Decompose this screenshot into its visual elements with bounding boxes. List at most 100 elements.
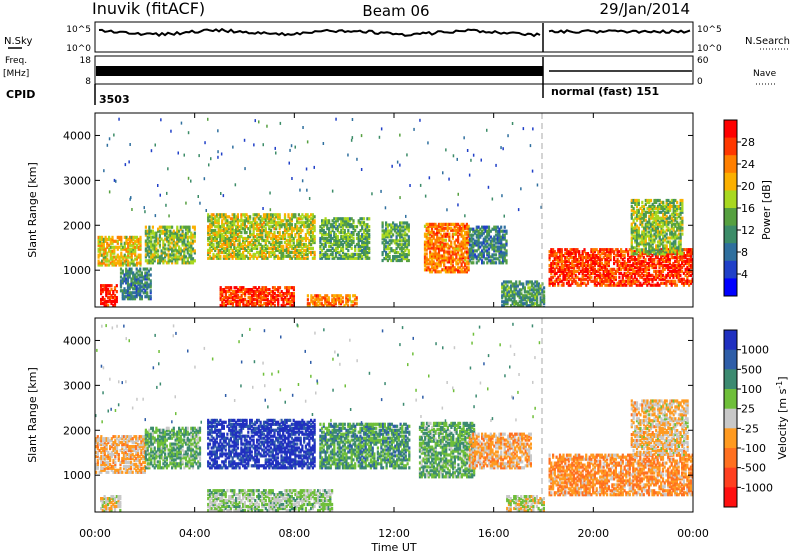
data-cell xyxy=(319,244,322,248)
data-cell xyxy=(400,235,403,239)
data-cell xyxy=(633,256,637,260)
data-cell xyxy=(107,284,110,288)
data-cell xyxy=(104,259,107,263)
data-cell xyxy=(557,263,560,268)
data-cell xyxy=(647,267,651,271)
data-cell xyxy=(553,283,556,287)
data-cell xyxy=(271,219,274,223)
data-cell xyxy=(482,245,485,249)
data-cell xyxy=(139,245,142,249)
data-cell xyxy=(446,222,449,226)
data-cell xyxy=(104,255,107,259)
data-cell xyxy=(324,240,327,245)
data-cell xyxy=(477,231,480,235)
data-cell xyxy=(169,255,172,259)
data-cell xyxy=(132,235,135,239)
data-cell xyxy=(219,227,222,231)
data-cell xyxy=(350,235,353,239)
data-cell xyxy=(261,236,264,241)
data-cell xyxy=(221,242,224,247)
data-cell xyxy=(97,263,100,267)
data-cell xyxy=(277,303,280,307)
data-cell xyxy=(661,269,665,273)
data-cell xyxy=(247,256,250,260)
data-cell xyxy=(481,243,484,247)
data-cell xyxy=(132,259,135,263)
data-cell xyxy=(648,234,651,238)
data-cell xyxy=(345,244,348,248)
data-cell xyxy=(319,298,322,302)
data-cell xyxy=(509,298,513,302)
data-cell xyxy=(688,271,691,275)
data-cell xyxy=(238,301,241,306)
data-cell xyxy=(362,236,366,241)
data-cell xyxy=(470,243,473,247)
data-cell xyxy=(640,261,644,266)
data-cell xyxy=(160,249,163,253)
data-cell xyxy=(150,229,153,233)
data-cell xyxy=(276,217,280,221)
data-cell xyxy=(148,255,151,259)
data-cell xyxy=(399,247,402,251)
data-cell xyxy=(301,256,304,260)
data-cell xyxy=(571,275,574,279)
data-cell xyxy=(437,222,441,226)
data-cell xyxy=(266,299,269,304)
data-cell xyxy=(123,241,126,245)
data-cell xyxy=(635,224,639,228)
data-cell xyxy=(621,283,624,287)
data-cell xyxy=(132,295,135,299)
data-cell xyxy=(660,254,663,258)
data-cell xyxy=(210,236,213,241)
data-cell xyxy=(677,279,680,283)
data-cell xyxy=(327,298,330,302)
data-cell xyxy=(135,261,139,265)
data-cell xyxy=(120,263,123,267)
data-cell xyxy=(352,294,355,298)
data-cell xyxy=(446,260,449,264)
data-cell xyxy=(352,304,355,307)
data-cell xyxy=(236,235,239,239)
data-cell xyxy=(301,242,304,247)
data-cell xyxy=(250,246,253,250)
data-cell xyxy=(604,248,607,252)
data-cell xyxy=(341,227,345,231)
data-cell xyxy=(653,252,656,256)
data-cell xyxy=(328,244,331,248)
data-cell xyxy=(651,248,654,252)
data-cell xyxy=(460,244,463,248)
data-cell xyxy=(303,215,306,219)
data-cell xyxy=(444,238,447,242)
data-cell xyxy=(451,266,454,270)
data-cell xyxy=(406,247,409,251)
data-cell xyxy=(283,248,287,252)
data-cell xyxy=(256,238,259,243)
data-cell xyxy=(242,227,245,231)
data-cell xyxy=(262,244,266,248)
data-cell xyxy=(572,267,576,271)
data-cell xyxy=(620,252,623,256)
data-cell xyxy=(630,273,633,277)
data-cell xyxy=(487,233,491,237)
data-cell xyxy=(308,304,311,307)
data-cell xyxy=(448,258,451,262)
data-cell xyxy=(174,233,177,237)
data-cell xyxy=(468,233,471,237)
data-cell xyxy=(228,296,231,300)
data-cell xyxy=(222,231,225,235)
data-cell xyxy=(404,225,407,229)
data-cell xyxy=(506,280,509,284)
data-cell xyxy=(571,271,574,275)
data-cell xyxy=(328,233,331,237)
data-cell xyxy=(486,241,489,245)
data-cell xyxy=(689,273,692,277)
data-cell xyxy=(623,281,626,285)
data-cell xyxy=(252,297,255,302)
data-cell xyxy=(238,231,241,235)
data-cell xyxy=(600,283,603,287)
data-cell xyxy=(627,252,630,256)
data-cell xyxy=(423,248,427,252)
data-cell xyxy=(242,299,245,304)
data-cell xyxy=(460,232,463,236)
data-cell xyxy=(250,238,253,243)
